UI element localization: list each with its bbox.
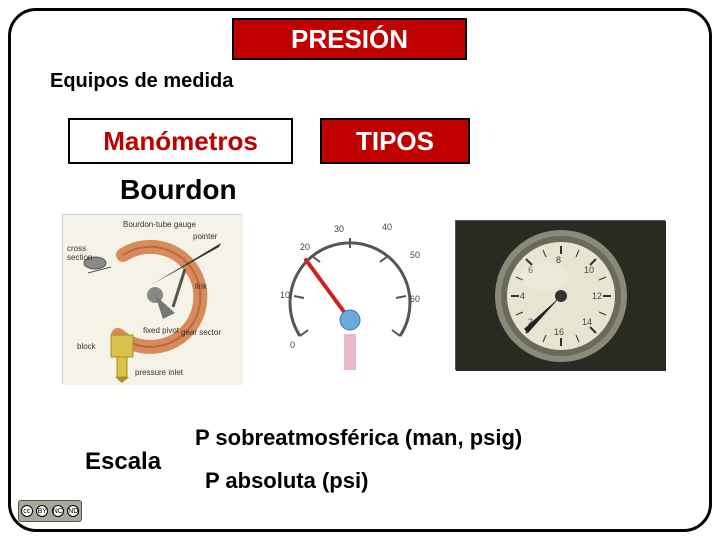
cc-badge: cc BY NC ND	[18, 500, 82, 522]
dial-hub	[340, 310, 360, 330]
t5: 50	[410, 250, 420, 260]
dial-diagram: 0 10 20 30 40 50 60	[270, 216, 430, 376]
lbl-block: block	[77, 342, 97, 351]
gauge-hub	[555, 290, 567, 302]
manometros-box: Manómetros	[68, 118, 293, 164]
gauge-photo: 8 10 12 14 16 2 4 6	[455, 220, 665, 370]
cc-nc-icon: NC	[52, 505, 64, 517]
subtitle: Equipos de medida	[50, 70, 233, 93]
dial-svg: 0 10 20 30 40 50 60	[270, 216, 430, 376]
lbl-inlet: pressure inlet	[135, 368, 184, 377]
title-text: PRESIÓN	[291, 24, 408, 55]
t0: 0	[290, 340, 295, 350]
lbl-cross: cross	[67, 244, 86, 253]
scale-line-1: P sobreatmosférica (man, psig)	[195, 425, 522, 451]
dial-stem	[344, 334, 356, 370]
lbl-pivot: fixed pivot	[143, 326, 180, 335]
block	[111, 335, 133, 357]
t1: 10	[280, 290, 290, 300]
cc-by-icon: BY	[36, 505, 48, 517]
cc-nd: ND	[68, 508, 78, 515]
g14: 14	[582, 317, 592, 327]
cc-nc: NC	[53, 508, 63, 515]
cc-nd-icon: ND	[67, 505, 79, 517]
gauge-glare	[520, 263, 568, 291]
title-box: PRESIÓN	[232, 18, 467, 60]
lbl-pointer: pointer	[193, 232, 218, 241]
diag1-header: Bourdon-tube gauge	[123, 220, 197, 229]
tipos-text: TIPOS	[356, 126, 434, 157]
gauge-photo-svg: 8 10 12 14 16 2 4 6	[456, 221, 666, 371]
t3: 30	[334, 224, 344, 234]
lbl-section: section	[67, 253, 92, 262]
manometros-text: Manómetros	[103, 126, 258, 157]
inlet-tube	[117, 357, 127, 377]
g8: 8	[556, 255, 561, 265]
g16: 16	[554, 327, 564, 337]
bourdon-label: Bourdon	[120, 174, 237, 206]
scale-line-2: P absoluta (psi)	[205, 468, 368, 494]
bourdon-svg: Bourdon-tube gauge cross section pointer…	[63, 215, 243, 385]
g10: 10	[584, 265, 594, 275]
cc-by: BY	[38, 508, 47, 515]
t2: 20	[300, 242, 310, 252]
lbl-gear: gear sector	[181, 328, 221, 337]
tipos-box: TIPOS	[320, 118, 470, 164]
g12: 12	[592, 291, 602, 301]
dial-needle	[306, 260, 350, 320]
cc-cc-icon: cc	[21, 505, 33, 517]
g4: 4	[520, 291, 525, 301]
t4: 40	[382, 222, 392, 232]
t6: 60	[410, 294, 420, 304]
escala-label: Escala	[85, 448, 161, 476]
bourdon-diagram: Bourdon-tube gauge cross section pointer…	[62, 214, 242, 384]
lbl-link: link	[195, 282, 208, 291]
